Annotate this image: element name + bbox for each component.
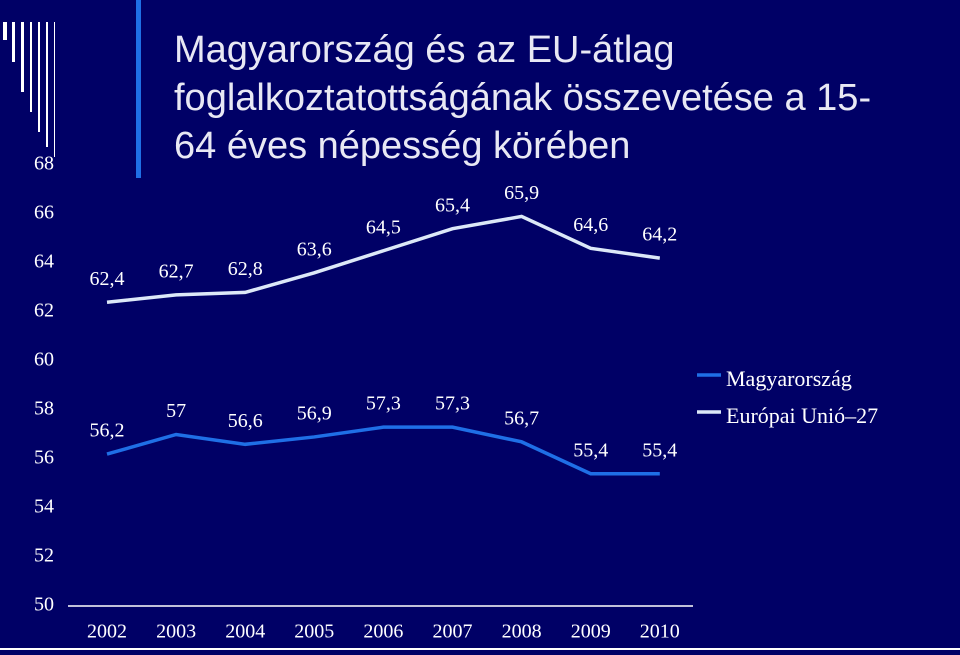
data-label: 62,8 <box>228 258 263 280</box>
x-tick-label: 2004 <box>225 621 265 643</box>
y-tick-label: 54 <box>34 496 54 518</box>
data-label: 55,4 <box>642 439 677 461</box>
x-tick-label: 2002 <box>87 621 127 643</box>
y-tick-label: 50 <box>34 594 54 616</box>
series-line <box>106 214 661 304</box>
chart-title: foglalkoztatottságának összevetése a 15- <box>174 77 871 119</box>
y-tick-label: 52 <box>34 545 54 567</box>
data-label: 64,6 <box>573 214 608 236</box>
data-label: 56,9 <box>297 403 332 425</box>
data-label: 62,4 <box>90 268 125 290</box>
decoration <box>136 0 141 178</box>
chart-title: Magyarország és az EU-átlag <box>174 29 675 71</box>
x-tick-label: 2006 <box>363 621 403 643</box>
data-label: 57 <box>166 400 186 422</box>
data-label: 55,4 <box>573 439 608 461</box>
x-tick-label: 2010 <box>640 621 680 643</box>
x-tick-label: 2007 <box>433 621 473 643</box>
x-tick-label: 2009 <box>571 621 611 643</box>
data-label: 56,7 <box>504 407 539 429</box>
y-tick-label: 62 <box>34 300 54 322</box>
data-label: 65,4 <box>435 194 470 216</box>
data-label: 57,3 <box>366 393 401 415</box>
data-label: 64,5 <box>366 216 401 238</box>
data-label: 64,2 <box>642 224 677 246</box>
data-label: 56,2 <box>90 420 125 442</box>
data-label: 56,6 <box>228 410 263 432</box>
legend-label: Európai Unió–27 <box>726 403 878 428</box>
y-tick-label: 60 <box>34 349 54 371</box>
y-tick-label: 66 <box>34 202 54 224</box>
data-label: 63,6 <box>297 238 332 260</box>
x-tick-label: 2003 <box>156 621 196 643</box>
x-tick-label: 2005 <box>294 621 334 643</box>
legend-label: Magyarország <box>726 366 852 391</box>
data-label: 62,7 <box>159 260 194 282</box>
y-tick-label: 64 <box>34 251 54 273</box>
y-tick-label: 68 <box>34 153 54 175</box>
data-label: 65,9 <box>504 182 539 204</box>
data-label: 57,3 <box>435 393 470 415</box>
y-tick-label: 56 <box>34 447 54 469</box>
y-tick-label: 58 <box>34 398 54 420</box>
decoration <box>0 22 960 650</box>
series-line <box>106 425 660 476</box>
chart-title: 64 éves népesség körében <box>174 125 630 167</box>
x-tick-label: 2008 <box>502 621 542 643</box>
